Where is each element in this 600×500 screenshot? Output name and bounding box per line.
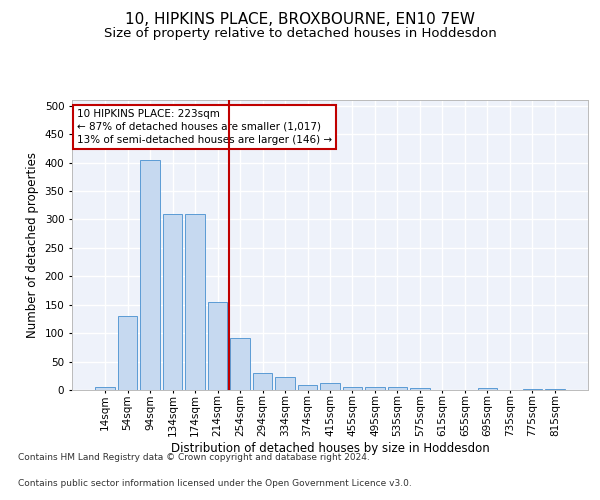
Text: 10, HIPKINS PLACE, BROXBOURNE, EN10 7EW: 10, HIPKINS PLACE, BROXBOURNE, EN10 7EW	[125, 12, 475, 28]
Bar	[365, 386, 385, 390]
Bar	[343, 387, 362, 390]
Text: Size of property relative to detached houses in Hoddesdon: Size of property relative to detached ho…	[104, 28, 496, 40]
Bar	[523, 389, 542, 390]
Bar	[140, 160, 160, 390]
Bar	[388, 387, 407, 390]
Bar	[253, 373, 272, 390]
Bar	[208, 302, 227, 390]
Y-axis label: Number of detached properties: Number of detached properties	[26, 152, 39, 338]
Bar	[95, 387, 115, 390]
Bar	[185, 214, 205, 390]
Bar	[275, 378, 295, 390]
Bar	[320, 382, 340, 390]
X-axis label: Distribution of detached houses by size in Hoddesdon: Distribution of detached houses by size …	[170, 442, 490, 455]
Bar	[410, 388, 430, 390]
Bar	[298, 386, 317, 390]
Bar	[478, 388, 497, 390]
Bar	[545, 389, 565, 390]
Text: Contains public sector information licensed under the Open Government Licence v3: Contains public sector information licen…	[18, 478, 412, 488]
Text: 10 HIPKINS PLACE: 223sqm
← 87% of detached houses are smaller (1,017)
13% of sem: 10 HIPKINS PLACE: 223sqm ← 87% of detach…	[77, 108, 332, 145]
Bar	[163, 214, 182, 390]
Bar	[230, 338, 250, 390]
Text: Contains HM Land Registry data © Crown copyright and database right 2024.: Contains HM Land Registry data © Crown c…	[18, 454, 370, 462]
Bar	[118, 316, 137, 390]
